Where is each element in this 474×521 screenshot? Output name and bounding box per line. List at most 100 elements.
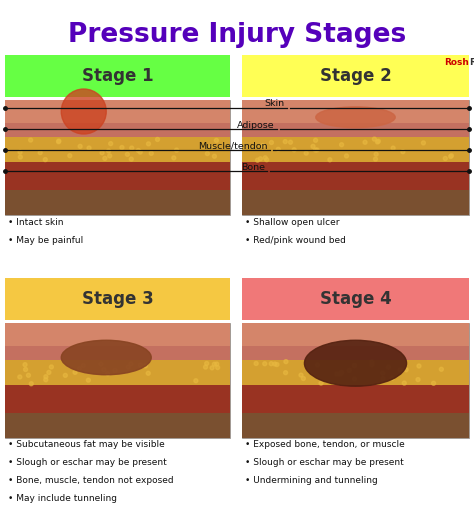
Circle shape [391,146,395,150]
Circle shape [299,373,303,377]
Circle shape [269,141,273,144]
Bar [242,323,469,438]
Circle shape [57,139,61,143]
Circle shape [29,382,33,386]
Circle shape [401,150,405,154]
Circle shape [381,377,385,380]
Circle shape [338,372,342,376]
Bar [242,413,469,438]
Text: • Slough or eschar may be present: • Slough or eschar may be present [245,458,404,467]
Circle shape [315,148,319,152]
Circle shape [319,381,323,385]
Circle shape [311,144,315,148]
Bar [5,137,230,162]
Circle shape [120,145,124,150]
Circle shape [443,156,447,160]
Circle shape [304,151,308,155]
Bar [5,55,230,97]
Circle shape [283,140,287,144]
Circle shape [417,364,421,368]
Bar [5,162,230,190]
Circle shape [49,365,54,369]
Circle shape [370,363,374,367]
Circle shape [363,140,367,144]
Circle shape [87,146,91,150]
Circle shape [264,158,269,162]
Circle shape [130,146,134,150]
Circle shape [316,363,319,367]
Circle shape [146,371,150,375]
Text: Stage 3: Stage 3 [82,290,154,308]
Circle shape [38,151,42,155]
Circle shape [129,362,133,366]
Text: • Bone, muscle, tendon not exposed: • Bone, muscle, tendon not exposed [8,476,173,485]
Circle shape [172,156,176,160]
Text: Nonblanchable erythema: Nonblanchable erythema [8,100,156,110]
Bar [242,360,469,385]
Bar [5,323,230,438]
Circle shape [194,379,198,383]
Circle shape [375,140,380,144]
Circle shape [210,366,214,370]
Circle shape [146,142,151,146]
Circle shape [174,148,179,152]
Circle shape [99,362,103,366]
Circle shape [109,142,113,146]
Circle shape [61,89,106,134]
Circle shape [263,156,267,160]
Ellipse shape [61,340,151,375]
Circle shape [370,360,374,364]
Bar [242,385,469,413]
Text: Stage 4: Stage 4 [319,290,392,308]
Bar [5,278,230,320]
Circle shape [43,157,47,162]
Circle shape [77,367,82,370]
Bar [5,360,230,385]
Circle shape [381,371,385,375]
Circle shape [205,152,210,156]
Text: • Red/pink wound bed: • Red/pink wound bed [245,236,346,245]
Bar [242,346,469,360]
Circle shape [47,370,51,375]
Ellipse shape [304,340,407,386]
Text: • Shallow open ulcer: • Shallow open ulcer [245,218,339,227]
Circle shape [289,140,292,144]
Circle shape [86,378,91,382]
Bar [5,413,230,438]
Text: Rosh: Rosh [444,58,469,67]
Circle shape [212,154,217,158]
Circle shape [421,141,426,145]
Bar [5,100,230,123]
Text: • May include tunneling: • May include tunneling [8,494,117,503]
Circle shape [263,362,267,366]
Bar [242,100,469,215]
Circle shape [138,150,142,154]
Bar [242,100,469,123]
Circle shape [258,157,263,161]
Circle shape [108,154,112,158]
Circle shape [137,148,140,153]
Text: Stage 1: Stage 1 [82,67,153,85]
Bar [242,123,469,137]
Circle shape [292,148,296,152]
Circle shape [78,144,82,148]
Bar [5,190,230,215]
Circle shape [103,156,107,160]
Circle shape [255,158,260,162]
Text: • May be painful: • May be painful [8,236,83,245]
Circle shape [126,365,130,369]
Circle shape [301,377,305,380]
Circle shape [113,368,117,373]
Circle shape [27,373,30,377]
Text: Muscle/tendon: Muscle/tendon [199,142,268,151]
Text: Skin: Skin [265,100,285,108]
Circle shape [102,368,106,371]
Circle shape [314,138,318,142]
Circle shape [18,150,22,154]
Bar [242,278,469,320]
Circle shape [24,367,27,371]
Bar [5,100,230,215]
Bar [242,190,469,215]
Circle shape [18,155,22,159]
Text: Partial thickness: Partial thickness [245,100,344,110]
